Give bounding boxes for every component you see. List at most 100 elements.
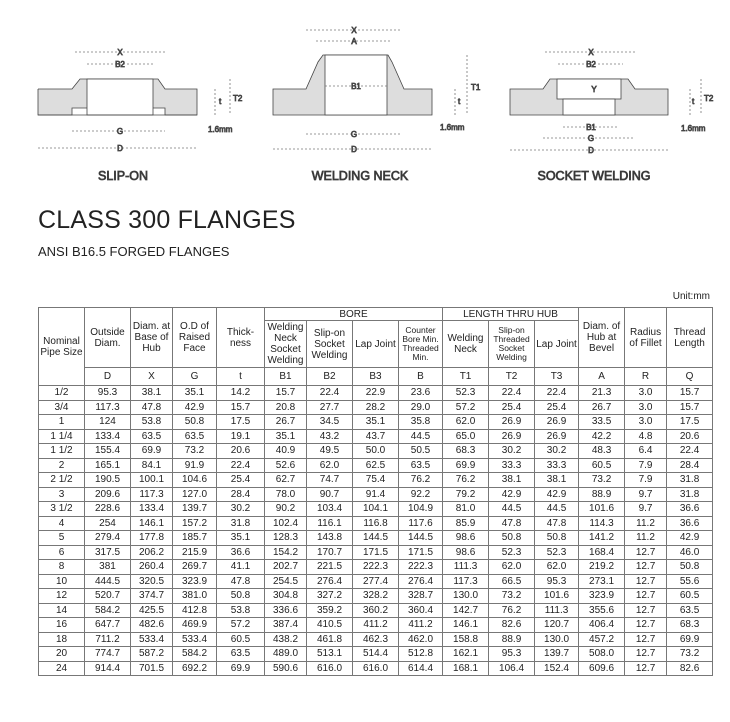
symbol-cell: B3 xyxy=(352,367,399,386)
value-cell: 12.7 xyxy=(624,631,668,647)
pipe-size-cell: 16 xyxy=(38,617,85,633)
value-cell: 49.5 xyxy=(306,443,353,459)
value-cell: 98.6 xyxy=(442,530,490,546)
value-cell: 60.5 xyxy=(216,631,265,647)
value-cell: 35.1 xyxy=(352,414,399,430)
value-cell: 381 xyxy=(84,559,131,575)
value-cell: 143.8 xyxy=(306,530,353,546)
value-cell: 95.3 xyxy=(534,573,580,589)
value-cell: 514.4 xyxy=(352,646,399,662)
symbol-cell: A xyxy=(578,367,626,386)
value-cell: 22.4 xyxy=(488,385,536,401)
value-cell: 14.2 xyxy=(216,385,265,401)
table-row: 8 381 260.4 269.7 41.1 202.7 221.5 222.3 222.3 11… xyxy=(38,559,714,575)
value-cell: 336.6 xyxy=(264,602,307,618)
value-cell: 12.7 xyxy=(624,559,668,575)
value-cell: 50.8 xyxy=(216,588,265,604)
label-g: G xyxy=(588,134,594,143)
label-t2: T2 xyxy=(233,94,243,103)
value-cell: 100.1 xyxy=(130,472,173,488)
value-cell: 7.9 xyxy=(624,457,668,473)
value-cell: 327.2 xyxy=(306,588,353,604)
value-cell: 130.0 xyxy=(534,631,580,647)
value-cell: 104.6 xyxy=(172,472,217,488)
value-cell: 462.3 xyxy=(352,631,399,647)
label-b2: B2 xyxy=(586,60,596,69)
value-cell: 26.9 xyxy=(488,428,536,444)
value-cell: 533.4 xyxy=(130,631,173,647)
value-cell: 69.9 xyxy=(216,660,265,676)
value-cell: 202.7 xyxy=(264,559,307,575)
header-bore-welding-neck: Welding Neck Socket Welding xyxy=(264,320,307,368)
value-cell: 12.7 xyxy=(624,573,668,589)
pipe-size-cell: 14 xyxy=(38,602,85,618)
value-cell: 52.6 xyxy=(264,457,307,473)
value-cell: 410.5 xyxy=(306,617,353,633)
value-cell: 177.8 xyxy=(130,530,173,546)
value-cell: 30.2 xyxy=(534,443,580,459)
header-length-lap-joint: Lap Joint xyxy=(534,320,580,368)
label-g: G xyxy=(351,130,357,139)
value-cell: 219.2 xyxy=(578,559,626,575)
value-cell: 57.2 xyxy=(442,399,490,415)
value-cell: 63.5 xyxy=(397,457,444,473)
value-cell: 50.0 xyxy=(352,443,399,459)
table-row: 12 520.7 374.7 381.0 50.8 304.8 327.2 328.2 328.… xyxy=(38,588,714,604)
value-cell: 91.4 xyxy=(352,486,399,502)
label-t: t xyxy=(458,97,461,106)
group-bore: BORE xyxy=(263,307,444,321)
value-cell: 20.8 xyxy=(264,399,307,415)
label-t1: T1 xyxy=(471,83,481,92)
pipe-size-cell: 1 1/2 xyxy=(38,443,85,459)
value-cell: 152.4 xyxy=(534,660,580,676)
value-cell: 52.3 xyxy=(442,385,490,401)
value-cell: 117.3 xyxy=(130,486,173,502)
table-row: 16 647.7 482.6 469.9 57.2 387.4 410.5 411.2 411.… xyxy=(38,617,714,633)
value-cell: 102.4 xyxy=(264,515,307,531)
value-cell: 47.8 xyxy=(216,573,265,589)
pipe-size-cell: 10 xyxy=(38,573,85,589)
value-cell: 43.7 xyxy=(352,428,399,444)
value-cell: 42.9 xyxy=(488,486,536,502)
pipe-size-cell: 12 xyxy=(38,588,85,604)
pipe-size-cell: 18 xyxy=(38,631,85,647)
value-cell: 35.1 xyxy=(216,530,265,546)
symbol-cell: B xyxy=(397,367,444,386)
value-cell: 26.7 xyxy=(264,414,307,430)
value-cell: 21.3 xyxy=(578,385,626,401)
value-cell: 38.1 xyxy=(488,472,536,488)
value-cell: 76.2 xyxy=(488,602,536,618)
value-cell: 26.9 xyxy=(534,414,580,430)
value-cell: 43.2 xyxy=(306,428,353,444)
value-cell: 55.6 xyxy=(666,573,714,589)
caption-slip-on: SLIP-ON xyxy=(98,169,148,183)
value-cell: 162.1 xyxy=(442,646,490,662)
value-cell: 111.3 xyxy=(534,602,580,618)
value-cell: 146.1 xyxy=(442,617,490,633)
value-cell: 20.6 xyxy=(666,428,714,444)
value-cell: 774.7 xyxy=(84,646,131,662)
table-row: 1 1/4 133.4 63.5 63.5 19.1 35.1 43.2 43.7 44.5 65… xyxy=(38,428,714,444)
value-cell: 62.0 xyxy=(488,559,536,575)
pipe-size-cell: 3/4 xyxy=(38,399,85,415)
value-cell: 92.2 xyxy=(397,486,444,502)
header-radius-fillet: Radius of Fillet xyxy=(624,307,668,368)
value-cell: 57.2 xyxy=(216,617,265,633)
value-cell: 88.9 xyxy=(488,631,536,647)
value-cell: 12.7 xyxy=(624,544,668,560)
value-cell: 52.3 xyxy=(534,544,580,560)
value-cell: 60.5 xyxy=(666,588,714,604)
value-cell: 154.2 xyxy=(264,544,307,560)
value-cell: 60.5 xyxy=(578,457,626,473)
value-cell: 101.6 xyxy=(534,588,580,604)
value-cell: 20.6 xyxy=(216,443,265,459)
label-b1: B1 xyxy=(586,123,596,132)
value-cell: 276.4 xyxy=(397,573,444,589)
value-cell: 33.5 xyxy=(578,414,626,430)
header-thickness: Thick-ness xyxy=(216,307,265,368)
value-cell: 438.2 xyxy=(264,631,307,647)
value-cell: 117.3 xyxy=(84,399,131,415)
value-cell: 3.0 xyxy=(624,385,668,401)
value-cell: 66.5 xyxy=(488,573,536,589)
header-length-welding-neck: Welding Neck xyxy=(442,320,490,368)
